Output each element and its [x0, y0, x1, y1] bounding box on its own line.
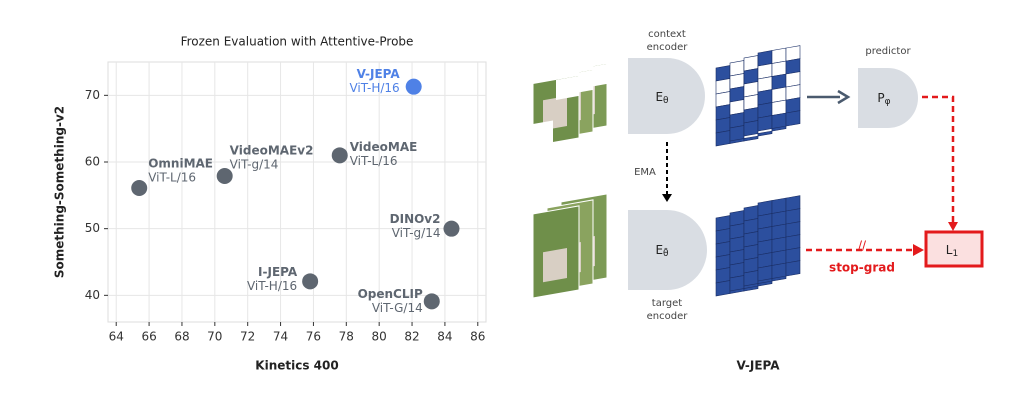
diagram-title: V-JEPA — [736, 359, 780, 373]
prediction-arrow — [922, 95, 955, 224]
frame-detail — [543, 248, 567, 283]
token — [715, 280, 731, 297]
x-tick-label: 84 — [437, 330, 452, 344]
y-tick-label: 70 — [85, 88, 100, 102]
y-tick-label: 60 — [85, 155, 100, 169]
symbol-sub: θ̄ — [663, 247, 669, 259]
token — [715, 130, 731, 147]
point — [216, 168, 233, 184]
token-layer — [757, 195, 801, 282]
point-label: V-JEPA — [357, 67, 401, 81]
token — [729, 125, 745, 142]
ema-label: EMA — [634, 167, 656, 178]
x-tick-label: 76 — [306, 330, 321, 344]
x-tick-label: 64 — [109, 330, 124, 344]
token-grids — [715, 45, 801, 297]
symbol-sub: φ — [885, 97, 891, 107]
token — [771, 262, 787, 279]
mask — [556, 75, 579, 100]
symbol-sub: θ — [663, 96, 669, 106]
token — [743, 270, 759, 287]
point-label: I-JEPA — [258, 265, 298, 279]
point-label: VideoMAEv2 — [230, 144, 314, 158]
context-encoder-symbol: Eθ — [655, 90, 669, 106]
predictor-label: predictor — [865, 46, 911, 57]
point — [331, 147, 348, 164]
token — [757, 265, 773, 282]
target-encoder-symbol: Eθ̄ — [655, 243, 669, 259]
symbol-base: P — [877, 91, 884, 105]
x-tick-label: 72 — [240, 330, 255, 344]
context-encoder-label: context — [648, 29, 686, 40]
stop-grad-label: stop-grad — [829, 261, 895, 275]
ema-arrow-head — [662, 194, 672, 202]
prediction-arrow-head — [948, 222, 958, 231]
point — [131, 180, 148, 196]
point-sublabel: ViT-g/14 — [392, 226, 441, 240]
point-sublabel: ViT-L/16 — [350, 154, 398, 168]
predictor-symbol: Pφ — [877, 91, 890, 107]
y-tick-label: 50 — [85, 221, 100, 235]
video-frames — [532, 41, 608, 299]
x-tick-label: 82 — [404, 330, 419, 344]
frame — [532, 53, 580, 147]
point — [423, 293, 440, 310]
chart-title: Frozen Evaluation with Attentive-Probe — [181, 35, 414, 49]
plot-frame — [107, 61, 487, 323]
token — [743, 120, 759, 137]
target-encoder-label: target — [652, 298, 682, 309]
point-sublabel: ViT-H/16 — [349, 81, 399, 95]
x-tick-label: 80 — [372, 330, 387, 344]
point — [302, 273, 319, 290]
point-sublabel: ViT-G/14 — [372, 301, 423, 315]
target-arrow-head — [913, 244, 924, 256]
point-label: VideoMAE — [350, 140, 418, 154]
diagram: context encoder Eθ Eθ̄ target encoder EM… — [532, 29, 984, 373]
predictor-arrow-head — [837, 89, 851, 105]
point-sublabel: ViT-L/16 — [148, 171, 196, 185]
symbol-sub: 1 — [952, 249, 958, 259]
context-encoder — [628, 58, 705, 134]
target-encoder-label: encoder — [647, 311, 689, 322]
point — [405, 78, 422, 95]
token — [771, 112, 787, 129]
point-label: OpenCLIP — [358, 287, 423, 301]
symbol-base: L — [946, 243, 953, 257]
loss-symbol: L1 — [946, 243, 958, 259]
token-layer — [757, 45, 801, 132]
context-encoder-label: encoder — [647, 42, 689, 53]
x-tick-label: 74 — [273, 330, 288, 344]
symbol-base: E — [655, 243, 663, 257]
token — [729, 275, 745, 292]
point-label: OmniMAE — [148, 157, 213, 171]
y-tick-label: 40 — [85, 288, 100, 302]
point — [443, 220, 460, 237]
point-sublabel: ViT-g/14 — [230, 158, 279, 172]
symbol-base: E — [655, 90, 663, 104]
token — [757, 115, 773, 132]
x-tick-label: 66 — [141, 330, 156, 344]
x-tick-label: 70 — [207, 330, 222, 344]
predictor — [858, 68, 918, 128]
mask — [533, 53, 579, 84]
x-tick-label: 68 — [174, 330, 189, 344]
x-tick-label: 86 — [470, 330, 485, 344]
token — [785, 260, 801, 277]
frame — [532, 205, 580, 299]
stop-grad-mark: // — [858, 239, 867, 253]
x-tick-label: 78 — [339, 330, 354, 344]
scatter-chart: Frozen Evaluation with Attentive-Probe K… — [53, 35, 487, 373]
token — [785, 110, 801, 127]
loss-box — [924, 230, 984, 268]
y-axis-label: Something-Something-v2 — [53, 106, 67, 278]
point-sublabel: ViT-H/16 — [247, 279, 297, 293]
x-axis-label: Kinetics 400 — [255, 359, 338, 373]
point-label: DINOv2 — [390, 212, 441, 226]
mask — [533, 120, 553, 146]
target-encoder — [628, 210, 707, 290]
